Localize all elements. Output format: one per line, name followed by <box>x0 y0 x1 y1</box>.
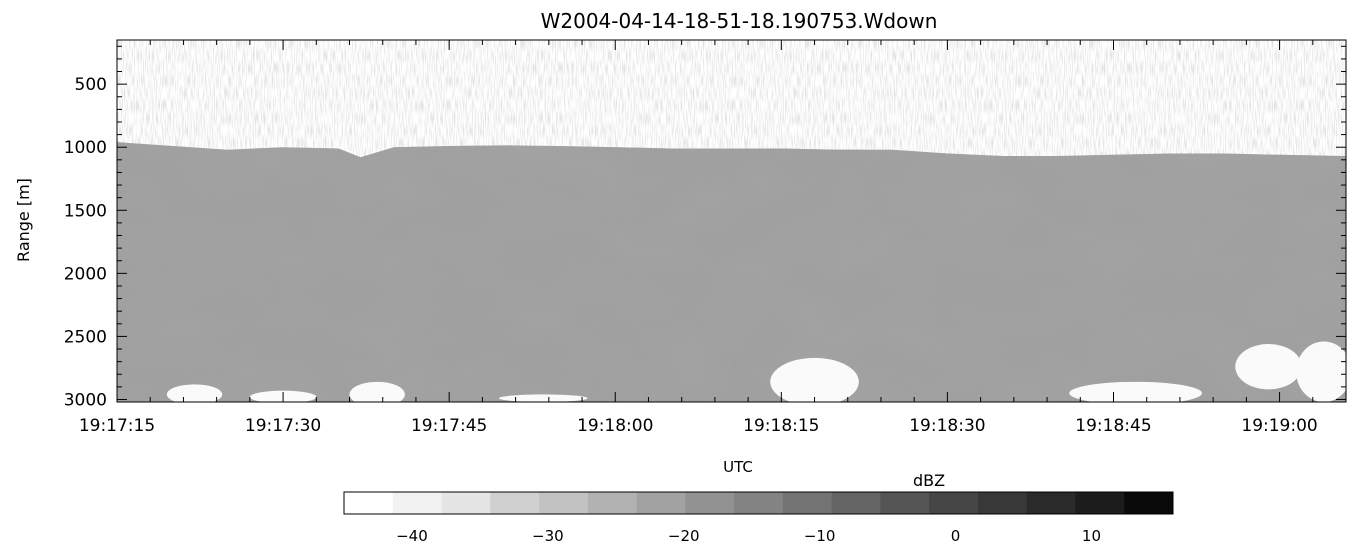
plot-area <box>117 40 1346 402</box>
x-axis: 19:17:15 19:17:30 19:17:45 19:18:00 19:18:15… <box>79 40 1347 436</box>
clear-gap-0 <box>166 384 223 402</box>
y-tick-label: 1500 <box>64 201 107 221</box>
x-tick-label: 19:18:15 <box>743 416 819 436</box>
colorbar-swatch <box>636 492 686 514</box>
x-axis-label: UTC <box>723 458 753 476</box>
x-tick-label: 19:17:15 <box>79 416 155 436</box>
colorbar-swatch <box>734 492 784 514</box>
colorbar-swatch <box>977 492 1028 514</box>
x-tick-label: 19:18:00 <box>577 416 653 436</box>
colorbar-swatch <box>539 492 589 514</box>
x-tick-label: 19:18:45 <box>1075 416 1151 436</box>
y-axis-label: Range [m] <box>14 178 33 262</box>
colorbar-swatch <box>1075 492 1125 514</box>
colorbar-label: dBZ <box>913 471 945 490</box>
colorbar-tick-label: −40 <box>396 527 428 544</box>
colorbar-swatch <box>441 492 491 514</box>
colorbar-swatch <box>929 492 979 514</box>
colorbar-swatch <box>490 492 540 514</box>
colorbar-tick-label: 0 <box>951 527 961 544</box>
cloud-echo-texture <box>117 142 1346 402</box>
colorbar: −40 −30 −20 −10 0 10 <box>343 491 1174 545</box>
colorbar-swatch <box>587 492 638 514</box>
colorbar-swatch <box>1124 492 1174 514</box>
y-tick-label: 1000 <box>64 138 107 158</box>
colorbar-swatch <box>880 492 930 514</box>
clear-gap-6 <box>1235 343 1302 390</box>
colorbar-swatch <box>685 492 735 514</box>
y-tick-label: 3000 <box>64 390 107 410</box>
y-axis: 500 1000 1500 2000 2500 3000 <box>64 45 1346 410</box>
y-tick-label: 500 <box>75 75 107 95</box>
clear-gap-5 <box>1069 381 1203 402</box>
colorbar-swatch <box>1026 492 1076 514</box>
colorbar-swatch <box>344 492 394 514</box>
colorbar-tick-label: −20 <box>668 527 700 544</box>
plot-frame <box>116 39 1347 403</box>
colorbar-swatch <box>392 492 443 514</box>
x-tick-label: 19:19:00 <box>1241 416 1317 436</box>
colorbar-tick-label: −10 <box>804 527 836 544</box>
x-tick-label: 19:18:30 <box>909 416 985 436</box>
clear-gap-2 <box>349 381 405 402</box>
colorbar-swatch <box>782 492 833 514</box>
colorbar-swatch <box>831 492 881 514</box>
colorbar-frame <box>343 491 1174 515</box>
clear-gap-7 <box>1296 341 1346 402</box>
y-tick-label: 2000 <box>64 264 107 284</box>
colorbar-tick-label: −30 <box>532 527 564 544</box>
y-tick-label: 2500 <box>64 327 107 347</box>
x-tick-label: 19:17:45 <box>411 416 487 436</box>
chart-title: W2004-04-14-18-51-18.190753.Wdown <box>541 9 938 33</box>
clear-gap-3 <box>498 394 588 402</box>
x-tick-label: 19:17:30 <box>245 416 321 436</box>
colorbar-tick-label: 10 <box>1082 527 1101 544</box>
clear-gap-4 <box>770 357 859 402</box>
